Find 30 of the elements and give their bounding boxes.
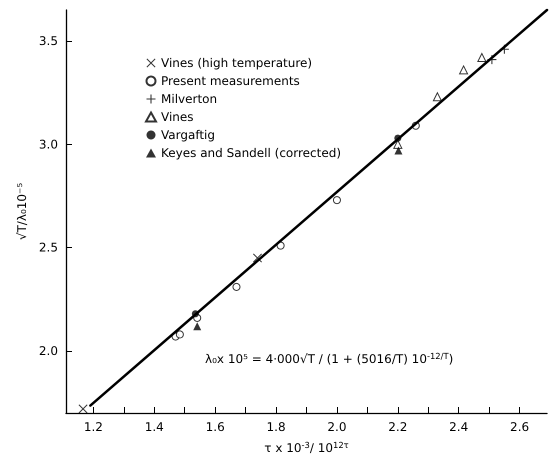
point — [193, 322, 202, 330]
legend-label: Vines (high temperature) — [161, 56, 312, 70]
y-tick-label: 3.0 — [38, 137, 58, 152]
legend-label: Vargaftig — [161, 128, 215, 142]
legend-label: Vines — [161, 110, 194, 124]
y-axis-title: √T/λ₀10⁻⁵ — [15, 182, 29, 240]
y-tick-label: 2.0 — [38, 344, 58, 358]
point — [332, 196, 341, 204]
point — [432, 92, 442, 102]
y-tick-label: 2.5 — [38, 240, 58, 255]
point — [232, 282, 240, 291]
x-tick-label: 2.4 — [449, 420, 468, 434]
x-tick-label: 1.6 — [206, 420, 225, 434]
x-tick-label: 1.4 — [144, 420, 164, 434]
legend-label: Milverton — [161, 92, 218, 106]
y-tick-label: 3.5 — [38, 34, 58, 48]
point — [176, 330, 184, 338]
legend-label: Present measurements — [161, 74, 300, 88]
point — [78, 404, 88, 414]
x-tick-label: 2.0 — [327, 420, 346, 434]
point — [394, 146, 402, 155]
x-tick-label: 2.6 — [510, 420, 530, 434]
point — [252, 254, 262, 262]
x-tick-label: 1.2 — [84, 420, 103, 434]
legend-label: Keyes and Sandell (corrected) — [161, 146, 342, 160]
x-tick-label: 2.2 — [388, 420, 408, 434]
point — [477, 53, 486, 62]
x-tick-label: 1.8 — [266, 420, 286, 434]
point — [393, 140, 402, 149]
point — [459, 65, 468, 74]
